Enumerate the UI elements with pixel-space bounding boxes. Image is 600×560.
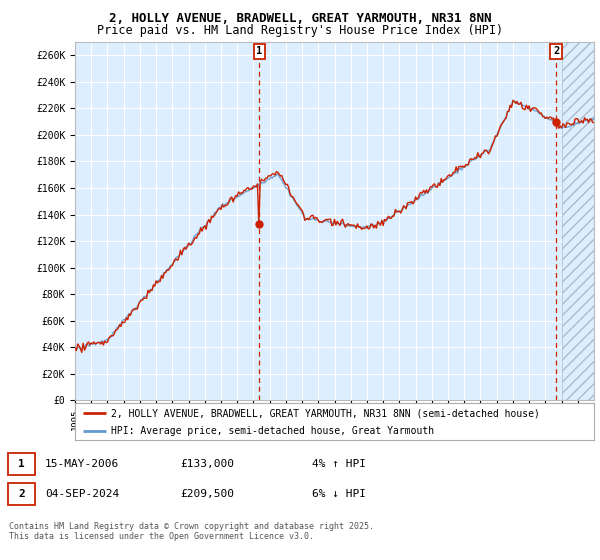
Text: 2, HOLLY AVENUE, BRADWELL, GREAT YARMOUTH, NR31 8NN: 2, HOLLY AVENUE, BRADWELL, GREAT YARMOUT… <box>109 12 491 25</box>
Text: 2: 2 <box>553 46 559 57</box>
Text: HPI: Average price, semi-detached house, Great Yarmouth: HPI: Average price, semi-detached house,… <box>112 426 434 436</box>
Text: 04-SEP-2024: 04-SEP-2024 <box>45 489 119 499</box>
Text: £133,000: £133,000 <box>180 459 234 469</box>
Text: 15-MAY-2006: 15-MAY-2006 <box>45 459 119 469</box>
Text: 6% ↓ HPI: 6% ↓ HPI <box>312 489 366 499</box>
Text: £209,500: £209,500 <box>180 489 234 499</box>
Text: 1: 1 <box>256 46 263 57</box>
Text: Price paid vs. HM Land Registry's House Price Index (HPI): Price paid vs. HM Land Registry's House … <box>97 24 503 36</box>
Text: 1: 1 <box>18 459 25 469</box>
Bar <box>562 42 594 400</box>
Text: 4% ↑ HPI: 4% ↑ HPI <box>312 459 366 469</box>
Text: 2: 2 <box>18 489 25 499</box>
Text: 2, HOLLY AVENUE, BRADWELL, GREAT YARMOUTH, NR31 8NN (semi-detached house): 2, HOLLY AVENUE, BRADWELL, GREAT YARMOUT… <box>112 408 540 418</box>
Text: Contains HM Land Registry data © Crown copyright and database right 2025.
This d: Contains HM Land Registry data © Crown c… <box>9 522 374 542</box>
